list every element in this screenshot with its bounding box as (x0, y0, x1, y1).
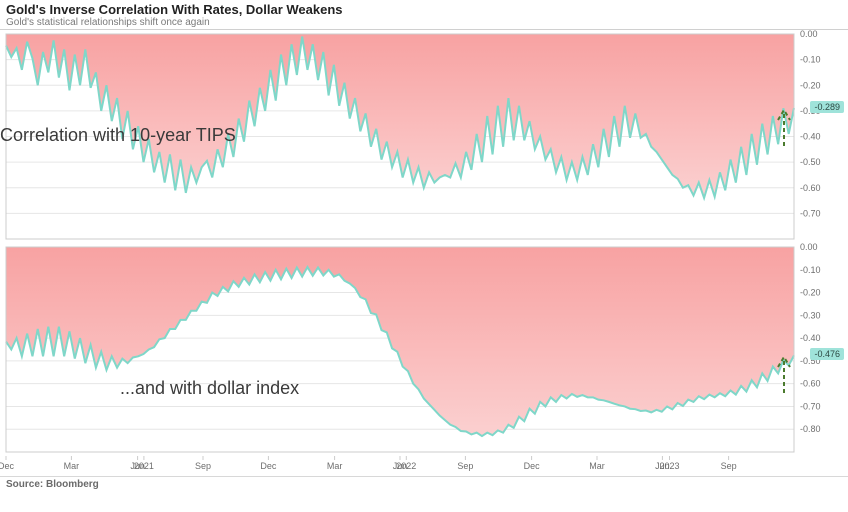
x-axis: DecMarJun2021SepDecMarJun2022SepDecMarJu… (0, 456, 848, 476)
svg-text:-0.80: -0.80 (800, 424, 821, 434)
panel-tips-correlation: 0.00-0.10-0.20-0.30-0.40-0.50-0.60-0.70 … (0, 30, 848, 243)
svg-text:-0.10: -0.10 (800, 265, 821, 275)
charts-container: 0.00-0.10-0.20-0.30-0.40-0.50-0.60-0.70 … (0, 30, 848, 476)
svg-text:-0.30: -0.30 (800, 310, 821, 320)
svg-text:-0.30: -0.30 (800, 106, 821, 116)
svg-text:-0.60: -0.60 (800, 379, 821, 389)
svg-text:-0.20: -0.20 (800, 80, 821, 90)
svg-text:-0.70: -0.70 (800, 208, 821, 218)
svg-text:Dec: Dec (0, 461, 14, 471)
svg-text:Dec: Dec (524, 461, 541, 471)
svg-text:Sep: Sep (195, 461, 211, 471)
svg-text:Mar: Mar (589, 461, 605, 471)
chart-subtitle: Gold's statistical relationships shift o… (6, 17, 842, 28)
svg-text:2023: 2023 (659, 461, 679, 471)
chart-title: Gold's Inverse Correlation With Rates, D… (6, 2, 842, 17)
svg-text:Mar: Mar (64, 461, 80, 471)
svg-text:0.00: 0.00 (800, 30, 818, 39)
svg-text:2022: 2022 (396, 461, 416, 471)
svg-text:-0.70: -0.70 (800, 401, 821, 411)
svg-text:2021: 2021 (134, 461, 154, 471)
panel-dollar-correlation: 0.00 -0.10 -0.20 -0.30 -0.40 -0.50 -0.60 -0.70 -… (0, 243, 848, 456)
svg-text:Sep: Sep (721, 461, 737, 471)
svg-text:0.00: 0.00 (800, 243, 818, 252)
svg-text:Mar: Mar (327, 461, 343, 471)
svg-text:-0.40: -0.40 (800, 132, 821, 142)
chart-header: Gold's Inverse Correlation With Rates, D… (0, 0, 848, 30)
svg-text:-0.50: -0.50 (800, 356, 821, 366)
svg-text:Dec: Dec (260, 461, 277, 471)
svg-text:-0.10: -0.10 (800, 55, 821, 65)
svg-text:Sep: Sep (457, 461, 473, 471)
svg-text:-0.60: -0.60 (800, 183, 821, 193)
svg-text:-0.50: -0.50 (800, 157, 821, 167)
svg-text:-0.40: -0.40 (800, 333, 821, 343)
svg-text:-0.20: -0.20 (800, 288, 821, 298)
chart-source: Source: Bloomberg (0, 476, 848, 492)
